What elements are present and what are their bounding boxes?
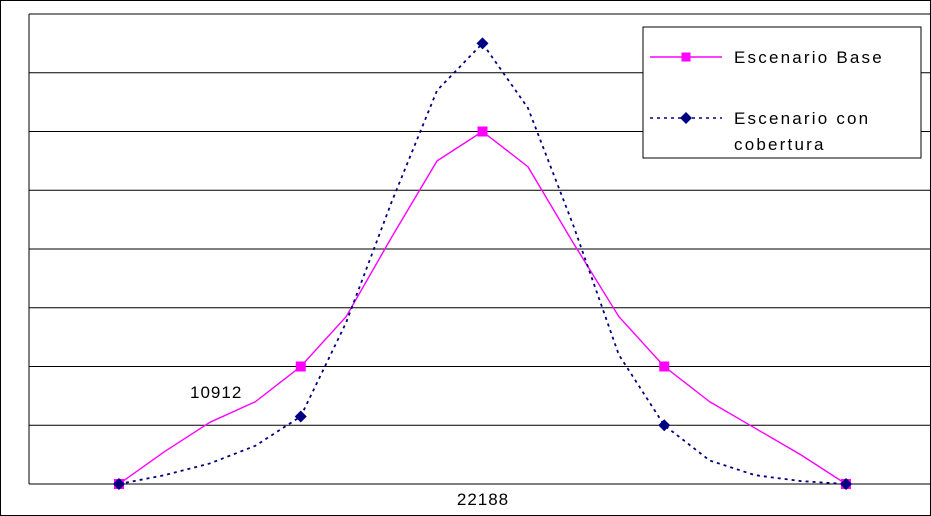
annotation-label: 10912: [190, 383, 242, 402]
data-point-base: [295, 361, 306, 372]
legend-label-cobertura-1: Escenario con: [734, 109, 870, 128]
x-tick-label: 22188: [457, 490, 509, 509]
legend-label-base: Escenario Base: [734, 48, 884, 67]
legend-marker-base: [681, 52, 691, 62]
data-point-cobertura: [658, 419, 671, 432]
data-point-cobertura: [113, 478, 125, 490]
legend-label-cobertura-2: cobertura: [734, 135, 826, 154]
legend: Escenario Base Escenario con cobertura: [642, 26, 922, 159]
data-point-cobertura: [294, 410, 307, 423]
legend-box: [642, 26, 922, 159]
series-line-cobertura: [118, 42, 847, 485]
data-point-base: [659, 361, 670, 372]
legend-marker-cobertura: [680, 112, 692, 124]
series-layer: [113, 37, 852, 490]
data-point-cobertura: [840, 478, 852, 490]
data-point-cobertura: [476, 37, 489, 50]
data-point-base: [477, 126, 488, 137]
